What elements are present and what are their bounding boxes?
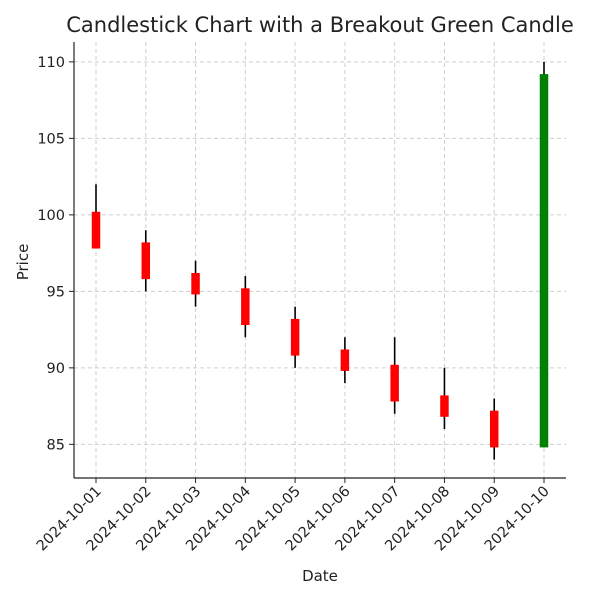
candle	[390, 337, 399, 414]
candle	[241, 276, 250, 338]
candle	[539, 61, 549, 448]
candle-body-down	[191, 273, 200, 295]
y-tick-label: 85	[47, 437, 65, 453]
candle-body-up	[539, 74, 549, 448]
chart-title: Candlestick Chart with a Breakout Green …	[66, 13, 574, 37]
candle-body-down	[489, 410, 499, 448]
candle	[440, 367, 449, 430]
candle-body-down	[141, 242, 151, 280]
y-tick-label: 105	[37, 131, 65, 147]
candle-body-down	[241, 288, 250, 326]
candle	[489, 398, 499, 460]
candle	[340, 337, 350, 384]
x-axis-label: Date	[302, 567, 338, 585]
candle-body-down	[390, 364, 399, 402]
candle-body-down	[340, 349, 350, 371]
candle-body-down	[91, 211, 101, 249]
y-tick-label: 90	[47, 361, 65, 377]
candle	[191, 260, 200, 307]
candle	[290, 306, 300, 368]
candle-body-down	[440, 395, 449, 417]
y-axis-label: Price	[14, 244, 32, 281]
axis-layer: 8590951001051102024-10-012024-10-022024-…	[34, 42, 566, 554]
candle-body-down	[290, 318, 300, 356]
y-tick-label: 100	[37, 208, 65, 224]
candle	[141, 230, 151, 292]
y-tick-label: 95	[47, 284, 65, 300]
candle	[91, 184, 101, 249]
candle-layer	[91, 61, 549, 460]
y-tick-label: 110	[37, 55, 65, 71]
